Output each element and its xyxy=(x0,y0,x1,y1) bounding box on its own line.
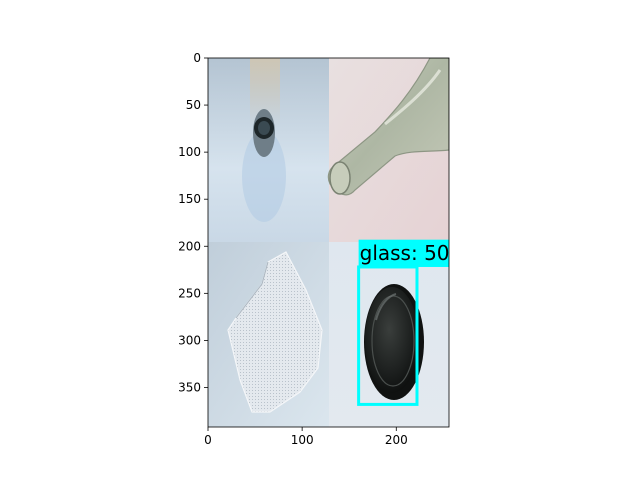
tile-green-glass-bottle xyxy=(327,58,449,242)
tile-white-mesh-fabric xyxy=(208,242,329,427)
y-axis: 0 50 100 150 200 250 300 350 xyxy=(178,51,208,394)
x-axis: 0 100 200 xyxy=(204,427,408,447)
y-tick-label: 0 xyxy=(193,51,201,65)
x-tick-label: 100 xyxy=(291,433,314,447)
y-tick-label: 150 xyxy=(178,192,201,206)
tile-bottle-neck-top-view xyxy=(208,58,329,242)
y-tick-label: 200 xyxy=(178,239,201,253)
y-tick-label: 350 xyxy=(178,380,201,394)
y-tick-label: 50 xyxy=(186,98,201,112)
x-tick-label: 200 xyxy=(385,433,408,447)
y-tick-label: 300 xyxy=(178,333,201,347)
detection-label-background xyxy=(358,239,449,267)
tile-black-glass-lid xyxy=(329,242,449,427)
y-tick-label: 250 xyxy=(178,286,201,300)
x-tick-label: 0 xyxy=(204,433,212,447)
y-tick-label: 100 xyxy=(178,145,201,159)
detection-overlay: glass: 50 xyxy=(357,239,450,406)
detection-bounding-box xyxy=(357,265,419,406)
detection-label: glass: 50 xyxy=(360,241,450,265)
axes-frame xyxy=(207,57,450,428)
image-mosaic xyxy=(208,58,449,427)
